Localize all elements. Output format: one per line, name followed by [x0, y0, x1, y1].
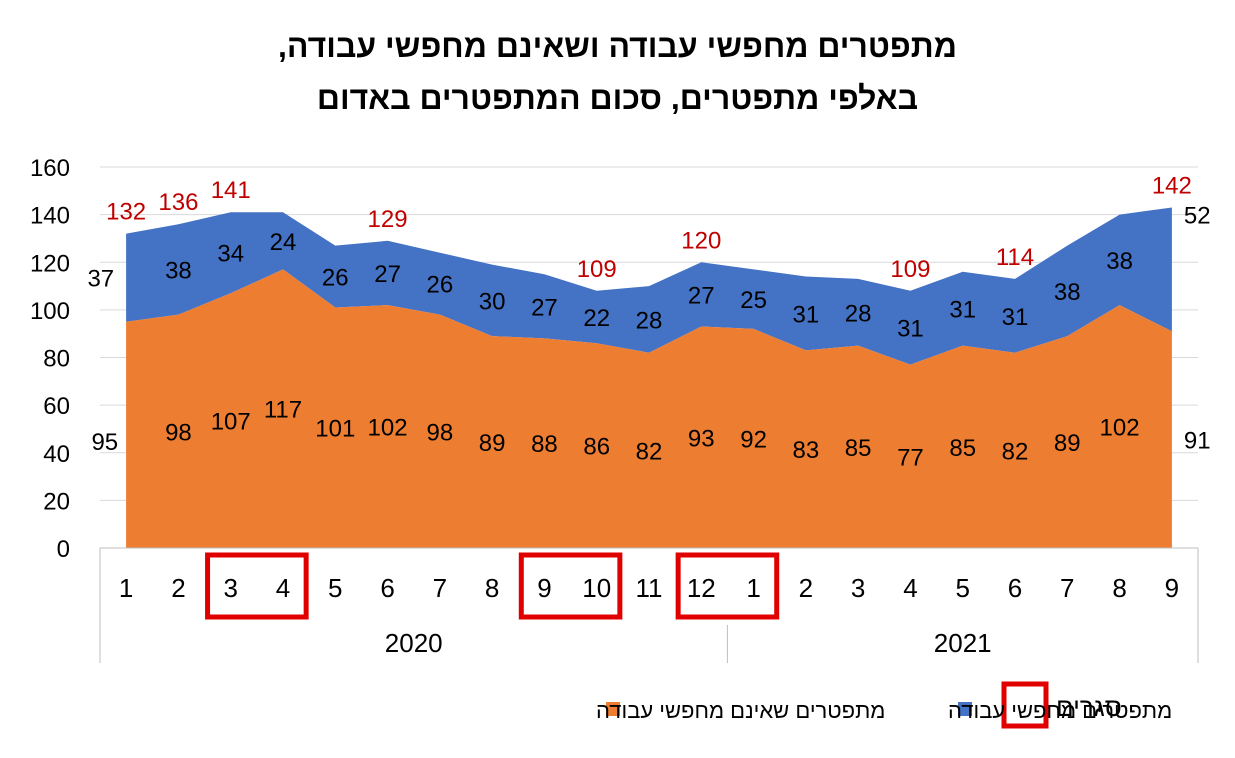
data-label-non-job-seekers: 102 — [1100, 415, 1140, 442]
year-label: 2021 — [934, 628, 992, 658]
data-label-job-seekers: 34 — [217, 241, 244, 268]
y-tick-label: 20 — [43, 488, 70, 515]
data-label-non-job-seekers: 82 — [636, 438, 663, 465]
data-label-non-job-seekers: 101 — [315, 416, 355, 443]
data-label-job-seekers: 22 — [583, 305, 610, 332]
data-label-non-job-seekers: 98 — [427, 419, 454, 446]
data-label-job-seekers: 25 — [740, 287, 767, 314]
legend-lockdown-box — [1001, 681, 1049, 729]
data-label-job-seekers: 52 — [1184, 202, 1211, 229]
data-label-job-seekers: 27 — [688, 282, 715, 309]
data-label-job-seekers: 27 — [531, 294, 558, 321]
total-label: 142 — [1152, 172, 1192, 199]
y-tick-label: 160 — [30, 155, 70, 182]
data-label-job-seekers: 28 — [845, 300, 872, 327]
x-tick-label: 7 — [1060, 573, 1074, 603]
data-label-job-seekers: 31 — [949, 297, 976, 324]
year-label: 2020 — [385, 628, 443, 658]
total-label: 129 — [368, 206, 408, 233]
legend-label-lockdown: סגרים — [1056, 692, 1122, 722]
x-tick-label: 6 — [380, 573, 394, 603]
data-label-non-job-seekers: 89 — [1054, 430, 1081, 457]
data-label-non-job-seekers: 85 — [845, 435, 872, 462]
data-label-non-job-seekers: 117 — [264, 397, 302, 424]
legend-label-non-job-seekers: מתפטרים שאינם מחפשי עבודה — [596, 698, 885, 723]
area-non-job-seekers — [126, 269, 1172, 548]
chart-title-line-1: מתפטרים מחפשי עבודה ושאינם מחפשי עבודה, — [278, 28, 957, 64]
data-label-non-job-seekers: 95 — [91, 429, 118, 456]
lockdown-box — [675, 552, 780, 620]
data-label-non-job-seekers: 92 — [740, 426, 767, 453]
x-tick-label: 3 — [851, 573, 865, 603]
y-tick-label: 120 — [30, 250, 70, 277]
data-label-job-seekers: 31 — [1002, 304, 1029, 331]
x-tick-label: 10 — [582, 573, 611, 603]
data-label-non-job-seekers: 88 — [531, 431, 558, 458]
x-tick-label: 6 — [1008, 573, 1022, 603]
data-label-job-seekers: 30 — [479, 288, 506, 315]
data-label-non-job-seekers: 93 — [688, 425, 715, 452]
data-label-job-seekers: 31 — [897, 316, 924, 343]
chart-title-line-2: באלפי מתפטרים, סכום המתפטרים באדום — [316, 80, 919, 116]
lockdown-box — [205, 552, 309, 620]
area-job-seekers — [126, 207, 1172, 365]
data-label-job-seekers: 37 — [87, 266, 114, 293]
x-tick-label: 1 — [119, 573, 133, 603]
x-tick-label: 2 — [799, 573, 813, 603]
data-label-non-job-seekers: 82 — [1002, 438, 1029, 465]
data-label-job-seekers: 24 — [270, 229, 297, 256]
y-tick-label: 140 — [30, 203, 70, 230]
x-tick-label: 1 — [746, 573, 760, 603]
data-label-job-seekers: 27 — [374, 261, 401, 288]
total-label: 114 — [996, 244, 1034, 271]
total-label: 132 — [106, 199, 146, 226]
y-tick-label: 60 — [43, 393, 70, 420]
y-tick-label: 80 — [43, 346, 70, 373]
legend-label-job-seekers: מתפטרים מחפשי עבודה — [948, 698, 1172, 723]
data-label-job-seekers: 38 — [165, 257, 192, 284]
x-tick-label: 7 — [433, 573, 447, 603]
y-tick-label: 100 — [30, 298, 70, 325]
data-label-job-seekers: 28 — [636, 307, 663, 334]
data-label-non-job-seekers: 83 — [793, 437, 820, 464]
data-label-non-job-seekers: 85 — [949, 435, 976, 462]
x-tick-label: 5 — [955, 573, 969, 603]
x-tick-label: 9 — [1165, 573, 1179, 603]
data-label-non-job-seekers: 102 — [368, 415, 408, 442]
x-tick-label: 4 — [903, 573, 917, 603]
total-label: 136 — [158, 189, 198, 216]
data-label-job-seekers: 31 — [793, 301, 820, 328]
x-tick-label: 11 — [636, 573, 663, 603]
data-label-non-job-seekers: 107 — [211, 409, 251, 436]
legend-swatch-job-seekers — [958, 702, 972, 716]
data-label-non-job-seekers: 91 — [1184, 428, 1211, 455]
total-label: 109 — [890, 256, 930, 283]
legend-swatch-non-job-seekers — [606, 702, 620, 716]
data-label-job-seekers: 26 — [322, 265, 349, 292]
data-label-non-job-seekers: 98 — [165, 419, 192, 446]
lockdown-box — [518, 552, 623, 620]
y-tick-label: 0 — [57, 536, 70, 563]
data-label-job-seekers: 38 — [1106, 248, 1133, 275]
total-label: 109 — [577, 256, 617, 283]
x-tick-label: 9 — [537, 573, 551, 603]
x-tick-label: 2 — [171, 573, 185, 603]
x-tick-label: 12 — [687, 573, 716, 603]
x-tick-label: 3 — [223, 573, 237, 603]
x-tick-label: 5 — [328, 573, 342, 603]
total-label: 120 — [681, 227, 721, 254]
y-tick-label: 40 — [43, 441, 70, 468]
data-label-job-seekers: 38 — [1054, 279, 1081, 306]
total-label: 141 — [211, 177, 251, 204]
data-label-job-seekers: 26 — [427, 272, 454, 299]
data-label-non-job-seekers: 77 — [897, 444, 924, 471]
x-tick-label: 8 — [1112, 573, 1126, 603]
x-tick-label: 4 — [276, 573, 290, 603]
data-label-non-job-seekers: 89 — [479, 430, 506, 457]
data-label-non-job-seekers: 86 — [583, 434, 610, 461]
x-tick-label: 8 — [485, 573, 499, 603]
